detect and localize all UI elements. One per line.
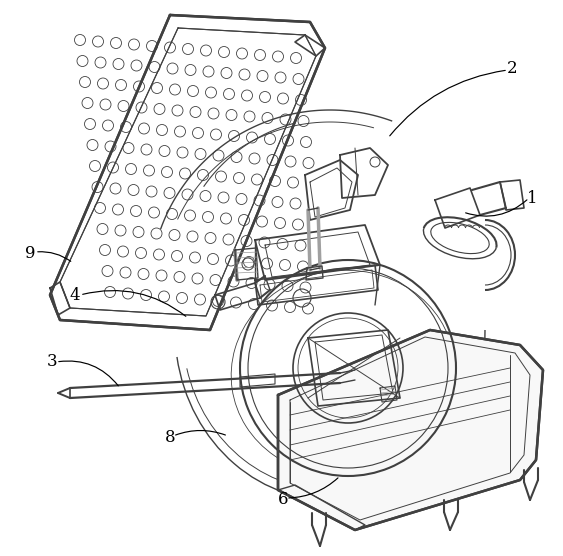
Text: 8: 8 — [165, 429, 175, 446]
Text: 1: 1 — [527, 190, 537, 206]
Text: 9: 9 — [25, 245, 35, 261]
Text: 2: 2 — [507, 59, 517, 77]
Polygon shape — [50, 15, 325, 330]
Text: 3: 3 — [47, 354, 57, 370]
Text: 4: 4 — [70, 286, 81, 304]
Polygon shape — [278, 330, 543, 530]
Text: 6: 6 — [278, 492, 288, 509]
